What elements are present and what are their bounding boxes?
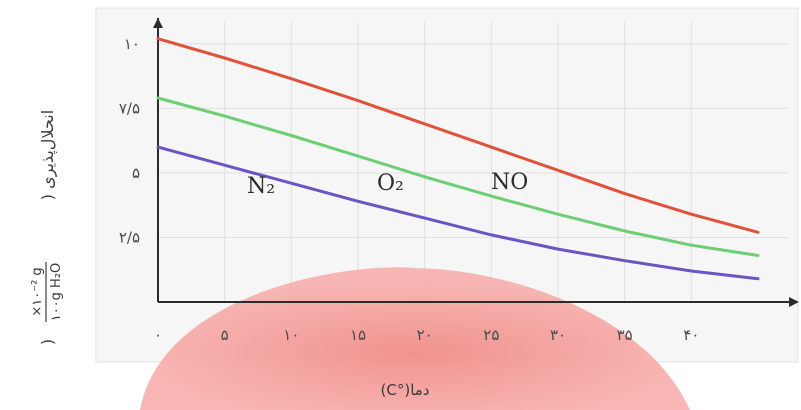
- y-tick-labels: ۲/۵ ۵ ۷/۵ ۱۰: [119, 35, 140, 247]
- series-label-no: NO: [491, 170, 528, 195]
- x-tick-label: ۱۵: [350, 326, 366, 344]
- axes: [153, 18, 799, 307]
- y-axis-unit-bottom: ۱۰۰g H₂O: [49, 263, 64, 322]
- y-axis-unit-top: ×۱۰⁻² g: [30, 267, 45, 316]
- x-tick-label: ۳۰: [550, 326, 566, 344]
- y-tick-label: ۲/۵: [119, 228, 140, 246]
- y-tick-label: ۷/۵: [119, 99, 140, 117]
- y-tick-label: ۵: [132, 164, 140, 182]
- series-label-o2: O₂: [377, 171, 404, 196]
- x-tick-label: ۱۰: [283, 326, 299, 344]
- watermark-blob: [140, 267, 690, 410]
- x-tick-label: ۰: [154, 326, 162, 344]
- series-label-n2: N₂: [247, 174, 275, 199]
- series-line: [156, 96, 760, 257]
- x-tick-label: ۲۵: [483, 326, 499, 344]
- series-line: [156, 145, 760, 281]
- y-axis-title: انحلال‌پذیری ( ×۱۰⁻² g ۱۰۰g H₂O ): [30, 110, 64, 345]
- y-axis-arrow: [153, 18, 163, 28]
- x-axis-arrow: [789, 297, 799, 307]
- x-tick-label: ۲۰: [417, 326, 433, 344]
- x-tick-labels: ۰ ۵ ۱۰ ۱۵ ۲۰ ۲۵ ۳۰ ۳۵ ۴۰: [154, 326, 699, 344]
- x-axis-title: دما(°C): [381, 381, 430, 399]
- x-tick-label: ۳۵: [617, 326, 633, 344]
- x-tick-label: ۴۰: [683, 326, 699, 344]
- y-tick-label: ۱۰: [124, 35, 140, 53]
- series-line: [156, 37, 760, 234]
- y-axis-label: انحلال‌پذیری (: [38, 110, 58, 200]
- series-lines: [156, 37, 760, 281]
- y-axis-label-close: ): [38, 339, 57, 345]
- x-tick-label: ۵: [221, 326, 229, 344]
